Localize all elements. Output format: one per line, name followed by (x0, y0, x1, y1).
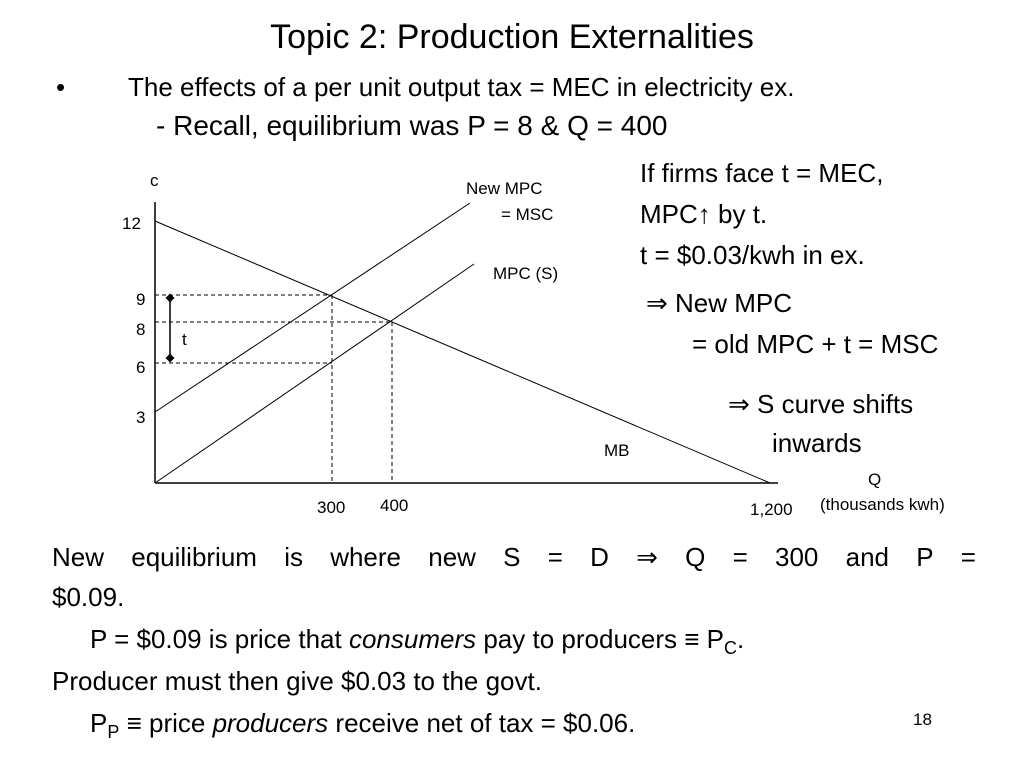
note-line-3: t = $0.03/kwh in ex. (640, 240, 865, 270)
bottom-line-3: P = $0.09 is price that consumers pay to… (90, 624, 744, 659)
x-tick-300: 300 (317, 498, 345, 517)
note-shift: S curve shifts (749, 389, 914, 419)
y-tick-6: 6 (136, 358, 145, 377)
y-axis-label: c (150, 171, 159, 190)
p-symbol: P (90, 708, 108, 738)
subscript-p: P (107, 722, 120, 742)
word: where (330, 542, 402, 572)
note-line-1: If firms face t = MEC, (640, 158, 884, 188)
bottom-line-2: $0.09. (52, 582, 125, 612)
bottom-line-5: PP ≡ price producers receive net of tax … (90, 708, 635, 743)
word: and (845, 542, 889, 572)
note-by-t: by t. (710, 199, 768, 229)
tax-label: t (182, 330, 187, 349)
note-new-mpc: New MPC (667, 288, 793, 318)
mpc-label: MPC (S) (493, 264, 558, 283)
bullet-text: The effects of a per unit output tax = M… (128, 72, 795, 102)
price-text: ≡ price (119, 708, 213, 738)
consumers-emphasis: consumers (348, 624, 477, 654)
implies-icon: ⇒ (728, 389, 750, 419)
subscript-c: C (723, 638, 737, 658)
new-mpc-curve (154, 202, 471, 413)
note-line-6: ⇒ S curve shifts (728, 384, 913, 425)
new-mpc-label-2: = MSC (501, 205, 553, 224)
y-tick-12: 12 (122, 214, 141, 233)
word: = (960, 542, 976, 572)
note-line-7: inwards (772, 428, 862, 458)
mpc-curve (154, 263, 475, 484)
bullet-marker: • (56, 72, 66, 102)
producers-emphasis: producers (212, 708, 329, 738)
bottom-line-4: Producer must then give $0.03 to the gov… (52, 666, 542, 696)
bottom-line-1: New equilibrium is where new S = D ⇒ Q =… (52, 542, 976, 573)
note-mpc: MPC (640, 199, 698, 229)
word: P (916, 542, 934, 572)
receive-text: receive net of tax = $0.06. (328, 708, 636, 738)
note-line-2: MPC↑ by t. (640, 194, 767, 235)
word: is (284, 542, 303, 572)
note-line-4: ⇒ New MPC (646, 283, 792, 324)
y-tick-9: 9 (136, 290, 145, 309)
implies-icon: ⇒ (646, 288, 668, 318)
y-tick-8: 8 (136, 320, 145, 339)
up-arrow-icon: ↑ (697, 199, 711, 229)
word: S (503, 542, 521, 572)
implies-icon: ⇒ (636, 542, 658, 572)
word: Q (685, 542, 706, 572)
word: equilibrium (131, 542, 257, 572)
x-axis-unit: (thousands kwh) (820, 495, 945, 514)
word: 300 (775, 542, 819, 572)
mb-label: MB (604, 441, 630, 460)
recall-text: - Recall, equilibrium was P = 8 & Q = 40… (156, 110, 668, 141)
pay-text: pay to producers ≡ P (476, 624, 724, 654)
word: D (590, 542, 609, 572)
note-line-5: = old MPC + t = MSC (692, 329, 939, 359)
mb-curve (154, 220, 771, 484)
x-axis-label: Q (868, 470, 881, 489)
slide-title: Topic 2: Production Externalities (270, 18, 754, 56)
word: new (428, 542, 476, 572)
consumer-price-text: P = $0.09 is price that (90, 624, 349, 654)
word: New (52, 542, 105, 572)
x-tick-1200: 1,200 (750, 500, 793, 519)
page-number: 18 (913, 710, 932, 729)
word: = (732, 542, 748, 572)
x-tick-400: 400 (380, 496, 408, 515)
period: . (736, 624, 745, 654)
supply-demand-graph: c 12 9 8 6 3 t 300 400 1,200 Q (thousand… (122, 171, 945, 519)
y-tick-3: 3 (136, 408, 145, 427)
new-mpc-label-1: New MPC (466, 179, 543, 198)
word: = (547, 542, 563, 572)
